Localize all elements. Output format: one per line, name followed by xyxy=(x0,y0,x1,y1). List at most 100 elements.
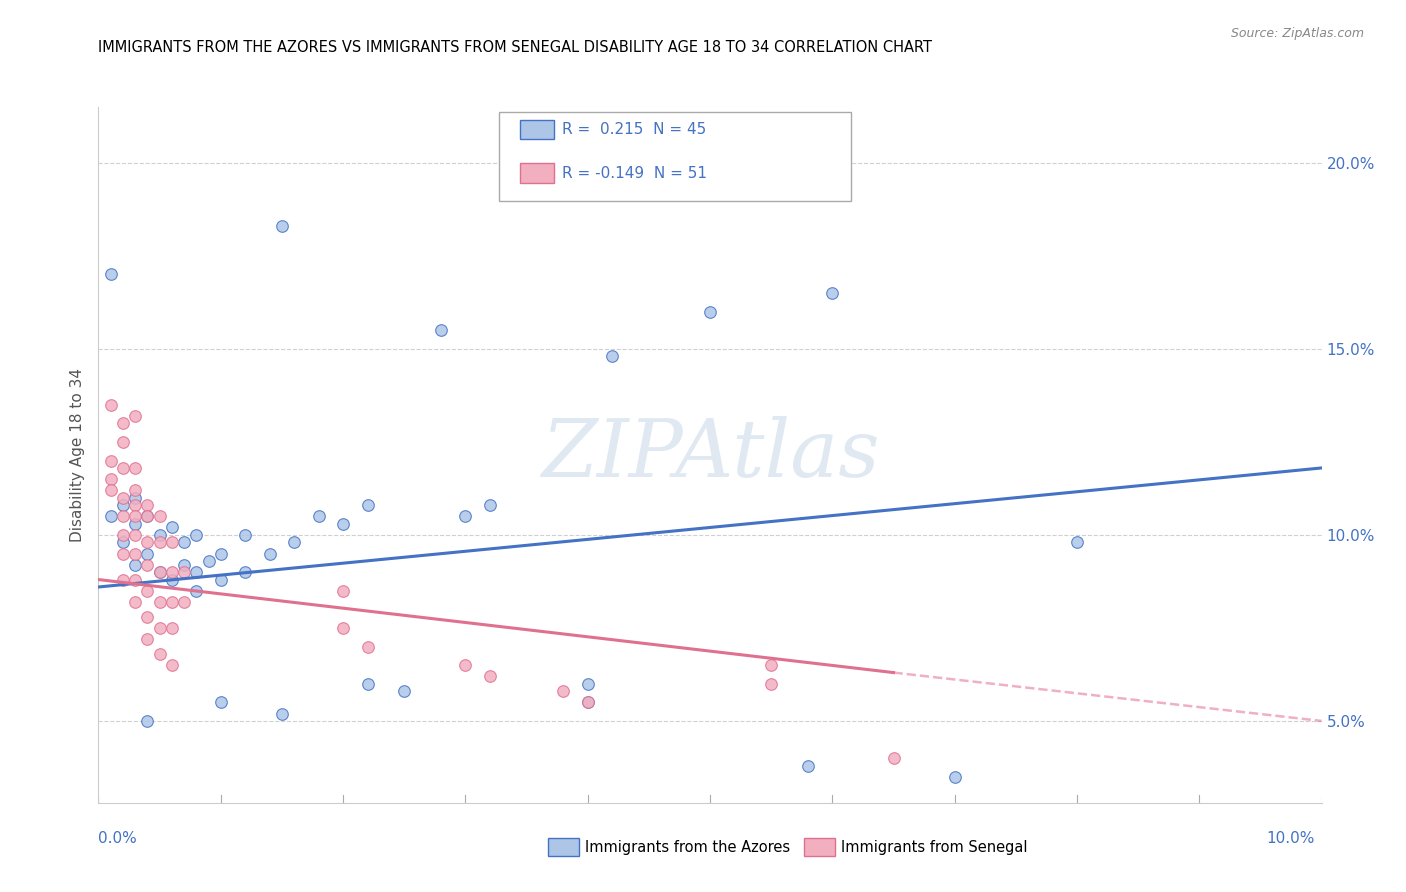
Point xyxy=(270,219,292,233)
Point xyxy=(149,528,172,542)
Point xyxy=(576,695,599,709)
Point xyxy=(100,472,122,486)
Point xyxy=(759,658,782,673)
Point xyxy=(124,461,146,475)
Point xyxy=(124,509,146,524)
Point xyxy=(124,573,146,587)
Point xyxy=(136,609,159,624)
Point xyxy=(356,677,378,691)
Point xyxy=(111,509,134,524)
Point xyxy=(186,528,208,542)
Point xyxy=(160,573,183,587)
Point xyxy=(149,535,172,549)
Point xyxy=(943,770,966,784)
Text: R =  0.215  N = 45: R = 0.215 N = 45 xyxy=(562,122,707,136)
Point xyxy=(173,535,195,549)
Point xyxy=(600,349,623,363)
Point xyxy=(173,565,195,579)
Point xyxy=(699,304,721,318)
Point xyxy=(136,632,159,646)
Point xyxy=(160,658,183,673)
Point xyxy=(160,535,183,549)
Point xyxy=(392,684,416,698)
Text: 0.0%: 0.0% xyxy=(98,831,138,846)
Point xyxy=(136,547,159,561)
Text: ZIPAtlas: ZIPAtlas xyxy=(541,417,879,493)
Point xyxy=(111,573,134,587)
Point xyxy=(160,565,183,579)
Point xyxy=(173,595,195,609)
Point xyxy=(797,758,820,772)
Point xyxy=(111,498,134,512)
Point xyxy=(332,516,354,531)
Point xyxy=(283,535,305,549)
Point xyxy=(100,509,122,524)
Point xyxy=(478,669,501,683)
Point xyxy=(149,595,172,609)
Text: IMMIGRANTS FROM THE AZORES VS IMMIGRANTS FROM SENEGAL DISABILITY AGE 18 TO 34 CO: IMMIGRANTS FROM THE AZORES VS IMMIGRANTS… xyxy=(98,40,932,55)
Point xyxy=(124,483,146,498)
Point xyxy=(576,677,599,691)
Point xyxy=(759,677,782,691)
Point xyxy=(124,491,146,505)
Point xyxy=(124,498,146,512)
Point xyxy=(149,565,172,579)
Point xyxy=(1066,535,1088,549)
Point xyxy=(454,509,477,524)
Point xyxy=(478,498,501,512)
Point xyxy=(173,558,195,572)
Point xyxy=(233,565,256,579)
Point xyxy=(270,706,292,721)
Point xyxy=(100,398,122,412)
Point xyxy=(149,621,172,635)
Point xyxy=(111,417,134,431)
Point xyxy=(124,558,146,572)
Point xyxy=(111,434,134,449)
Y-axis label: Disability Age 18 to 34: Disability Age 18 to 34 xyxy=(69,368,84,542)
Point xyxy=(454,658,477,673)
Point xyxy=(209,573,232,587)
Point xyxy=(124,547,146,561)
Point xyxy=(209,695,232,709)
Point xyxy=(883,751,905,765)
Point xyxy=(124,409,146,423)
Point xyxy=(430,323,453,337)
Point xyxy=(821,286,844,301)
Point xyxy=(149,509,172,524)
Point xyxy=(136,714,159,728)
Point xyxy=(259,547,281,561)
Point xyxy=(136,535,159,549)
Point xyxy=(149,647,172,661)
Text: R = -0.149  N = 51: R = -0.149 N = 51 xyxy=(562,166,707,180)
Point xyxy=(111,528,134,542)
Point xyxy=(136,509,159,524)
Point xyxy=(209,547,232,561)
Point xyxy=(160,595,183,609)
Point xyxy=(186,565,208,579)
Point xyxy=(576,695,599,709)
Point xyxy=(332,583,354,598)
Point xyxy=(186,583,208,598)
Point xyxy=(136,509,159,524)
Point xyxy=(233,528,256,542)
Point xyxy=(124,528,146,542)
Point xyxy=(100,268,122,282)
Point xyxy=(111,491,134,505)
Point xyxy=(111,461,134,475)
Point xyxy=(136,558,159,572)
Point xyxy=(308,509,330,524)
Point xyxy=(160,621,183,635)
Point xyxy=(356,640,378,654)
Text: Source: ZipAtlas.com: Source: ZipAtlas.com xyxy=(1230,27,1364,40)
Point xyxy=(136,583,159,598)
Point xyxy=(149,565,172,579)
Point xyxy=(332,621,354,635)
Point xyxy=(356,498,378,512)
Point xyxy=(124,516,146,531)
Point xyxy=(100,453,122,467)
Point xyxy=(111,547,134,561)
Point xyxy=(124,595,146,609)
Point xyxy=(136,498,159,512)
Point xyxy=(553,684,575,698)
Point xyxy=(160,520,183,534)
